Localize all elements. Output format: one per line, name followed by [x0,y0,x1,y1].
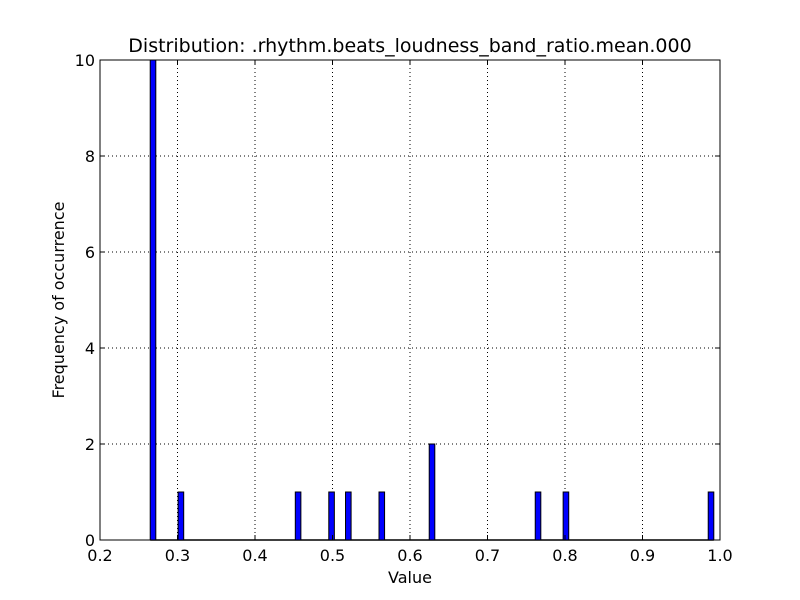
histogram-bar [294,491,302,541]
axis-ticks [99,59,721,541]
x-tick-label: 0.5 [320,546,345,565]
y-tick-label: 6 [85,243,95,262]
y-tick-labels: 0 2 4 6 8 10 [75,51,95,550]
histogram-bar [149,59,157,541]
y-tick-label: 0 [85,531,95,550]
x-tick-label: 0.9 [630,546,655,565]
y-tick-label: 4 [85,339,95,358]
y-tick-label: 2 [85,435,95,454]
histogram-bar [177,491,185,541]
histogram-bar [707,491,715,541]
histogram-bar [562,491,570,541]
y-tick-label: 10 [75,51,95,70]
x-tick-label: 0.8 [552,546,577,565]
histogram-bar [328,491,335,541]
x-tick-label: 0.4 [242,546,267,565]
y-axis-label: Frequency of occurrence [49,202,68,399]
x-tick-label: 0.6 [397,546,422,565]
x-tick-label: 0.2 [87,546,112,565]
y-tick-label: 8 [85,147,95,166]
x-tick-label: 1.0 [707,546,732,565]
histogram-bar [345,491,352,541]
histogram-bar [534,491,542,541]
histogram-bar [428,443,436,541]
histogram-bar [378,491,386,541]
x-tick-label: 0.3 [165,546,190,565]
x-axis-label: Value [388,568,432,587]
x-tick-label: 0.7 [475,546,500,565]
chart-title: Distribution: .rhythm.beats_loudness_ban… [128,35,691,57]
grid-lines [100,60,720,540]
x-tick-labels: 0.2 0.3 0.4 0.5 0.6 0.7 0.8 0.9 1.0 [87,546,732,565]
